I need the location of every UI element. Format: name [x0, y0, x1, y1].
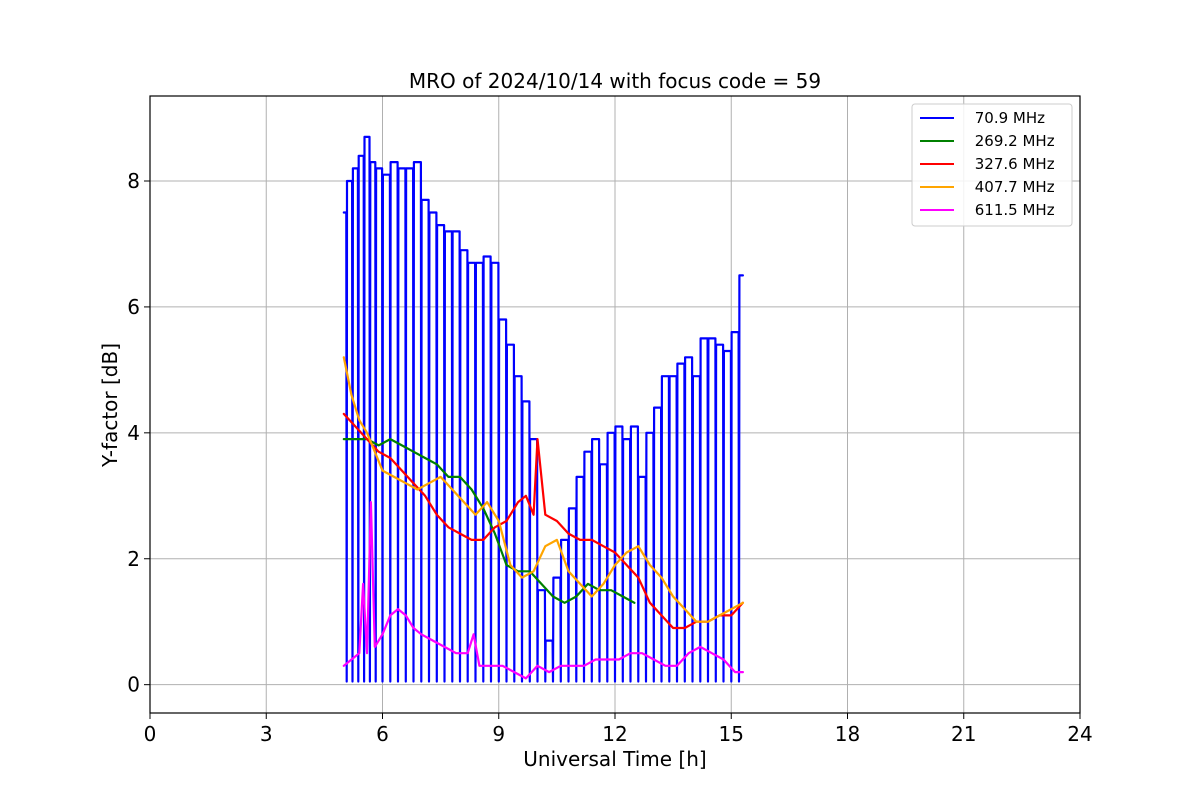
x-axis-label: Universal Time [h]	[523, 747, 706, 771]
y-tick-label: 2	[127, 547, 140, 571]
legend-label: 269.2 MHz	[970, 132, 1055, 150]
series-line-1	[342, 438, 636, 604]
legend-label: 407.7 MHz	[970, 178, 1055, 196]
legend-label: 70.9 MHz	[970, 109, 1045, 127]
y-tick-label: 4	[127, 421, 140, 445]
x-tick-label: 3	[260, 722, 273, 746]
legend-label: 611.5 MHz	[970, 201, 1055, 219]
series-line-2	[342, 412, 744, 630]
x-tick-label: 15	[719, 722, 744, 746]
legend: 70.9 MHz 269.2 MHz 327.6 MHz 407.7 MHz 6…	[911, 103, 1073, 227]
series-line-3	[342, 356, 744, 623]
x-tick-label: 6	[376, 722, 389, 746]
legend-box	[911, 103, 1073, 227]
series-line-0	[342, 135, 744, 683]
x-tick-label: 24	[1067, 722, 1092, 746]
x-tick-label: 21	[951, 722, 976, 746]
y-tick-label: 6	[127, 295, 140, 319]
x-tick-label: 0	[144, 722, 157, 746]
x-tick-label: 18	[835, 722, 860, 746]
legend-label: 327.6 MHz	[970, 155, 1055, 173]
y-axis-label: Y-factor [dB]	[98, 343, 122, 468]
y-tick-label: 8	[127, 169, 140, 193]
x-tick-label: 12	[602, 722, 627, 746]
series-layer	[342, 135, 744, 683]
chart-title: MRO of 2024/10/14 with focus code = 59	[409, 69, 821, 93]
series-line-4	[342, 501, 744, 680]
y-tick-label: 0	[127, 673, 140, 697]
x-tick-label: 9	[492, 722, 505, 746]
